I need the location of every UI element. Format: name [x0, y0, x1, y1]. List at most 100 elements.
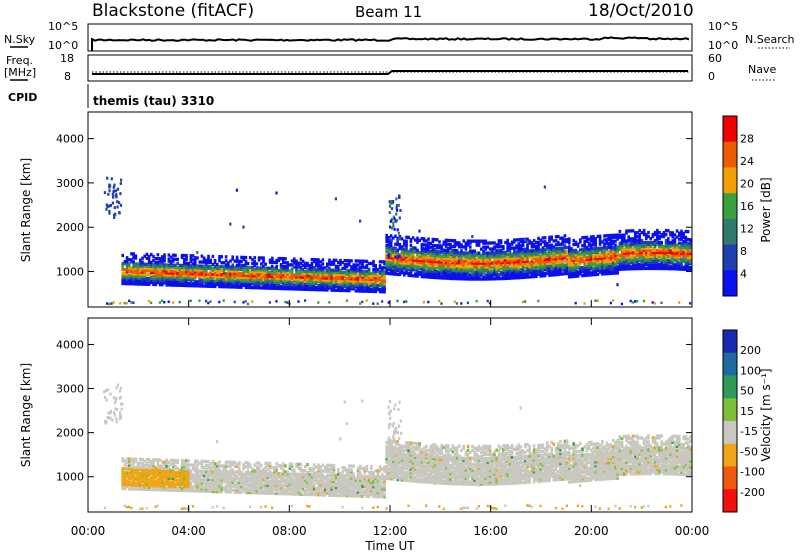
range-cell [147, 470, 151, 474]
range-cell [130, 301, 133, 304]
range-cell [662, 254, 666, 259]
power-colorbar-label: Power [dB] [759, 177, 773, 242]
range-cell [113, 216, 116, 219]
range-cell [510, 252, 514, 256]
range-cell [427, 261, 430, 265]
range-cell [172, 478, 175, 482]
range-cell [370, 261, 373, 266]
range-cell [147, 483, 151, 488]
range-cell [191, 266, 195, 270]
range-cell [442, 266, 446, 270]
range-cell [172, 277, 175, 281]
range-cell [209, 266, 212, 270]
range-cell [147, 458, 151, 462]
range-cell [682, 245, 685, 249]
range-cell [414, 250, 417, 254]
range-cell [398, 266, 402, 271]
range-cell [585, 251, 589, 255]
range-cell [345, 287, 349, 291]
range-cell [229, 482, 232, 486]
range-cell [132, 481, 135, 485]
range-cell [350, 285, 353, 289]
range-cell [216, 486, 219, 490]
range-cell [378, 276, 382, 280]
range-cell [348, 289, 351, 293]
range-cell [136, 272, 140, 276]
range-cell [469, 273, 472, 277]
range-cell [328, 260, 331, 264]
range-cell [603, 258, 606, 262]
range-cell [471, 271, 474, 275]
range-cell [651, 240, 655, 245]
range-cell [667, 263, 670, 267]
range-cell [147, 485, 151, 490]
range-cell [277, 272, 281, 277]
range-cell [471, 253, 474, 257]
range-cell [559, 242, 562, 246]
range-cell [642, 254, 646, 259]
range-cell [363, 259, 366, 263]
range-cell [121, 467, 124, 471]
range-cell [191, 282, 195, 286]
range-cell [196, 264, 199, 268]
range-cell [640, 244, 644, 249]
range-cell [550, 251, 553, 255]
range-cell [552, 247, 556, 251]
range-cell [414, 238, 417, 242]
range-cell [627, 239, 630, 243]
range-cell [568, 237, 571, 241]
range-cell [660, 266, 663, 271]
range-cell [275, 276, 278, 281]
range-cell [394, 270, 397, 274]
range-cell [563, 250, 567, 254]
range-cell [605, 260, 608, 264]
range-cell [156, 486, 160, 490]
range-cell [290, 287, 294, 291]
range-cell [581, 270, 584, 274]
range-cell [145, 479, 149, 484]
range-cell [152, 464, 155, 468]
range-cell [383, 278, 386, 282]
range-cell [139, 274, 142, 278]
range-cell [411, 256, 415, 260]
range-cell [266, 461, 270, 466]
range-cell [497, 259, 501, 263]
range-cell [433, 261, 437, 266]
range-cell [150, 262, 153, 267]
range-cell [183, 469, 186, 473]
range-cell [158, 486, 162, 490]
range-cell [246, 273, 250, 278]
range-cell [308, 275, 311, 280]
range-cell [154, 257, 157, 261]
range-cell [612, 259, 615, 263]
range-cell [596, 252, 600, 256]
range-cell [389, 219, 392, 223]
range-cell [244, 277, 248, 282]
range-cell [106, 205, 109, 209]
range-cell [422, 255, 426, 259]
range-cell [202, 260, 206, 264]
range-cell [134, 483, 138, 487]
range-cell [541, 272, 545, 276]
range-cell [286, 281, 289, 285]
range-cell [620, 261, 624, 265]
range-cell [326, 278, 329, 282]
range-cell [189, 258, 193, 262]
range-cell [541, 274, 545, 278]
range-cell [541, 270, 545, 274]
range-cell [169, 255, 173, 259]
range-cell [209, 276, 212, 280]
range-cell [264, 282, 267, 286]
range-cell [623, 249, 626, 253]
range-cell [493, 267, 496, 271]
range-cell [174, 474, 177, 479]
range-cell [244, 482, 248, 487]
range-cell [660, 260, 663, 265]
range-cell [499, 239, 503, 243]
range-cell [653, 246, 657, 251]
range-cell [623, 237, 626, 241]
range-cell [169, 273, 173, 277]
range-cell [596, 258, 600, 262]
range-cell [669, 245, 672, 249]
range-cell [431, 245, 435, 250]
